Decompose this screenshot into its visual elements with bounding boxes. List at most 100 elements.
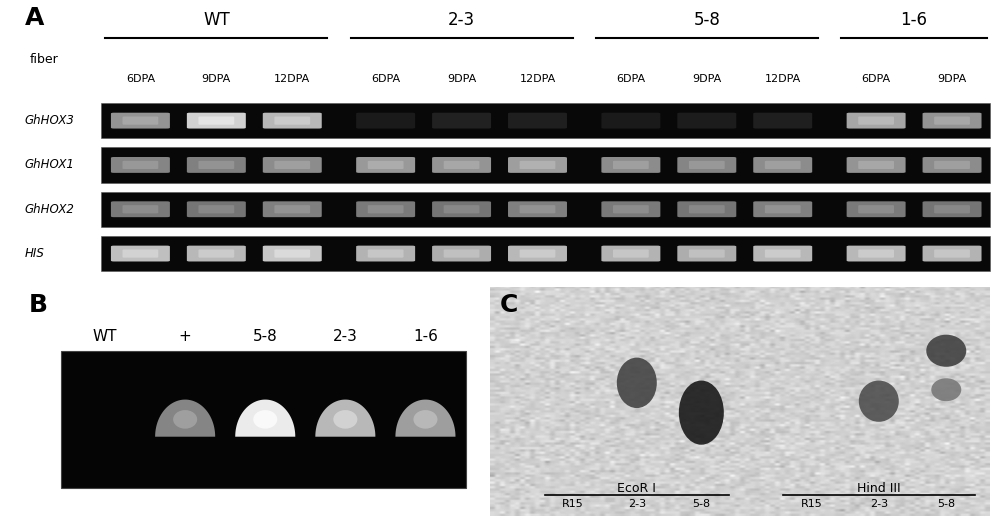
FancyBboxPatch shape [101, 147, 990, 183]
FancyBboxPatch shape [356, 157, 415, 173]
FancyBboxPatch shape [263, 157, 322, 173]
FancyBboxPatch shape [923, 201, 982, 217]
FancyBboxPatch shape [677, 245, 736, 262]
FancyBboxPatch shape [508, 157, 567, 173]
FancyBboxPatch shape [123, 161, 158, 169]
FancyBboxPatch shape [198, 117, 234, 125]
Polygon shape [395, 400, 455, 437]
FancyBboxPatch shape [187, 201, 246, 217]
Text: EcoR I: EcoR I [617, 482, 656, 495]
Text: 12DPA: 12DPA [519, 74, 556, 84]
FancyBboxPatch shape [111, 201, 170, 217]
FancyBboxPatch shape [263, 201, 322, 217]
FancyBboxPatch shape [123, 205, 158, 214]
FancyBboxPatch shape [508, 201, 567, 217]
Text: +: + [179, 329, 192, 344]
FancyBboxPatch shape [689, 161, 725, 169]
Text: 1-6: 1-6 [413, 329, 438, 344]
Text: 9DPA: 9DPA [202, 74, 231, 84]
FancyBboxPatch shape [111, 245, 170, 262]
FancyBboxPatch shape [274, 205, 310, 214]
FancyBboxPatch shape [508, 245, 567, 262]
FancyBboxPatch shape [858, 250, 894, 258]
FancyBboxPatch shape [520, 250, 555, 258]
FancyBboxPatch shape [753, 113, 812, 129]
FancyBboxPatch shape [101, 236, 990, 271]
Text: GhHOX3: GhHOX3 [25, 114, 75, 127]
FancyBboxPatch shape [187, 113, 246, 129]
Text: WT: WT [93, 329, 117, 344]
FancyBboxPatch shape [520, 161, 555, 169]
FancyBboxPatch shape [753, 201, 812, 217]
FancyBboxPatch shape [601, 113, 660, 129]
Ellipse shape [617, 357, 657, 408]
FancyBboxPatch shape [677, 157, 736, 173]
FancyBboxPatch shape [198, 161, 234, 169]
Text: HIS: HIS [25, 247, 45, 260]
Text: fiber: fiber [30, 53, 58, 66]
Text: 1-6: 1-6 [901, 11, 928, 29]
FancyBboxPatch shape [923, 113, 982, 129]
FancyBboxPatch shape [601, 201, 660, 217]
Text: GhHOX2: GhHOX2 [25, 203, 75, 216]
Text: 12DPA: 12DPA [765, 74, 801, 84]
Text: A: A [25, 6, 44, 30]
FancyBboxPatch shape [923, 157, 982, 173]
Text: WT: WT [203, 11, 230, 29]
Text: 6DPA: 6DPA [862, 74, 891, 84]
Text: 6DPA: 6DPA [616, 74, 645, 84]
FancyBboxPatch shape [923, 245, 982, 262]
FancyBboxPatch shape [858, 161, 894, 169]
FancyBboxPatch shape [765, 205, 801, 214]
FancyBboxPatch shape [111, 113, 170, 129]
FancyBboxPatch shape [101, 103, 990, 139]
Ellipse shape [926, 334, 966, 367]
Text: GhHOX1: GhHOX1 [25, 158, 75, 171]
FancyBboxPatch shape [753, 157, 812, 173]
Text: 9DPA: 9DPA [937, 74, 967, 84]
FancyBboxPatch shape [858, 205, 894, 214]
Text: 2-3: 2-3 [628, 499, 646, 510]
FancyBboxPatch shape [601, 245, 660, 262]
FancyBboxPatch shape [677, 113, 736, 129]
FancyBboxPatch shape [765, 250, 801, 258]
FancyBboxPatch shape [753, 245, 812, 262]
Text: 2-3: 2-3 [448, 11, 475, 29]
Ellipse shape [679, 380, 724, 445]
FancyBboxPatch shape [123, 117, 158, 125]
Polygon shape [235, 400, 295, 437]
FancyBboxPatch shape [765, 161, 801, 169]
FancyBboxPatch shape [368, 250, 404, 258]
FancyBboxPatch shape [111, 157, 170, 173]
Text: 5-8: 5-8 [937, 499, 955, 510]
Ellipse shape [413, 410, 437, 429]
Ellipse shape [173, 410, 197, 429]
FancyBboxPatch shape [356, 245, 415, 262]
FancyBboxPatch shape [847, 201, 906, 217]
Text: R15: R15 [561, 499, 583, 510]
Text: 2-3: 2-3 [870, 499, 888, 510]
FancyBboxPatch shape [444, 161, 479, 169]
FancyBboxPatch shape [847, 113, 906, 129]
Text: R15: R15 [800, 499, 822, 510]
FancyBboxPatch shape [187, 157, 246, 173]
FancyBboxPatch shape [613, 161, 649, 169]
FancyBboxPatch shape [198, 205, 234, 214]
Polygon shape [155, 400, 215, 437]
Text: C: C [500, 293, 518, 317]
FancyBboxPatch shape [368, 161, 404, 169]
FancyBboxPatch shape [198, 250, 234, 258]
Text: 5-8: 5-8 [693, 11, 720, 29]
FancyBboxPatch shape [274, 161, 310, 169]
Text: 2-3: 2-3 [333, 329, 358, 344]
FancyBboxPatch shape [187, 245, 246, 262]
FancyBboxPatch shape [444, 205, 479, 214]
FancyBboxPatch shape [123, 250, 158, 258]
FancyBboxPatch shape [520, 205, 555, 214]
FancyBboxPatch shape [677, 201, 736, 217]
FancyBboxPatch shape [444, 250, 479, 258]
FancyBboxPatch shape [689, 205, 725, 214]
Polygon shape [315, 400, 375, 437]
FancyBboxPatch shape [101, 192, 990, 227]
FancyBboxPatch shape [274, 250, 310, 258]
